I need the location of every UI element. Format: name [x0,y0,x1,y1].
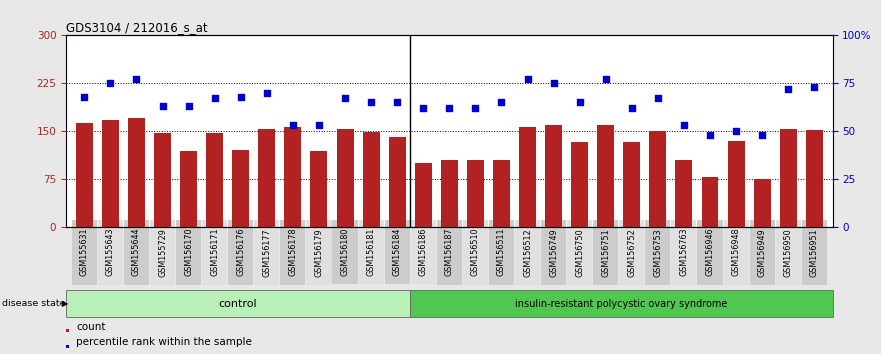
Bar [519,126,536,227]
Bar [102,120,119,227]
Point [781,86,796,92]
Point [312,122,326,128]
Point [233,94,248,99]
Point [807,84,821,90]
Point [755,132,769,138]
Bar [154,133,171,227]
Point [130,76,144,82]
Bar [545,125,562,227]
Bar [337,129,353,227]
Bar [676,160,692,227]
Bar [701,177,719,227]
Point [416,105,430,111]
Bar [440,160,458,227]
Point [338,96,352,101]
Point [703,132,717,138]
Bar [728,141,744,227]
Bar [411,290,833,317]
Text: GDS3104 / 212016_s_at: GDS3104 / 212016_s_at [66,21,208,34]
Bar [571,142,589,227]
Point [364,99,378,105]
Point [181,103,196,109]
Text: percentile rank within the sample: percentile rank within the sample [76,337,252,348]
Bar [310,152,328,227]
Bar [753,179,771,227]
Point [546,80,560,86]
Bar [363,132,380,227]
Bar [389,137,405,227]
Text: ▶: ▶ [62,299,68,308]
Point [677,122,691,128]
Bar [597,125,614,227]
Point [469,105,483,111]
Point [208,96,222,101]
Point [651,96,665,101]
Bar [66,330,70,332]
Point [285,122,300,128]
Text: control: control [218,298,257,309]
Point [155,103,169,109]
Bar [467,160,484,227]
Bar [76,123,93,227]
Bar [806,130,823,227]
Point [390,99,404,105]
Bar [66,290,411,317]
Bar [493,160,510,227]
Point [521,76,535,82]
Bar [780,129,796,227]
Point [442,105,456,111]
Point [729,128,744,134]
Bar [415,163,432,227]
Point [103,80,117,86]
Text: disease state: disease state [2,299,65,308]
Point [573,99,587,105]
Bar [285,126,301,227]
Text: insulin-resistant polycystic ovary syndrome: insulin-resistant polycystic ovary syndr… [515,298,728,309]
Bar [66,346,70,348]
Bar [624,142,640,227]
Point [599,76,613,82]
Bar [206,133,223,227]
Point [625,105,639,111]
Point [260,90,274,96]
Bar [649,131,666,227]
Bar [233,150,249,227]
Text: count: count [76,321,106,332]
Point [494,99,508,105]
Bar [180,152,197,227]
Bar [258,129,275,227]
Point [78,94,92,99]
Bar [128,118,145,227]
